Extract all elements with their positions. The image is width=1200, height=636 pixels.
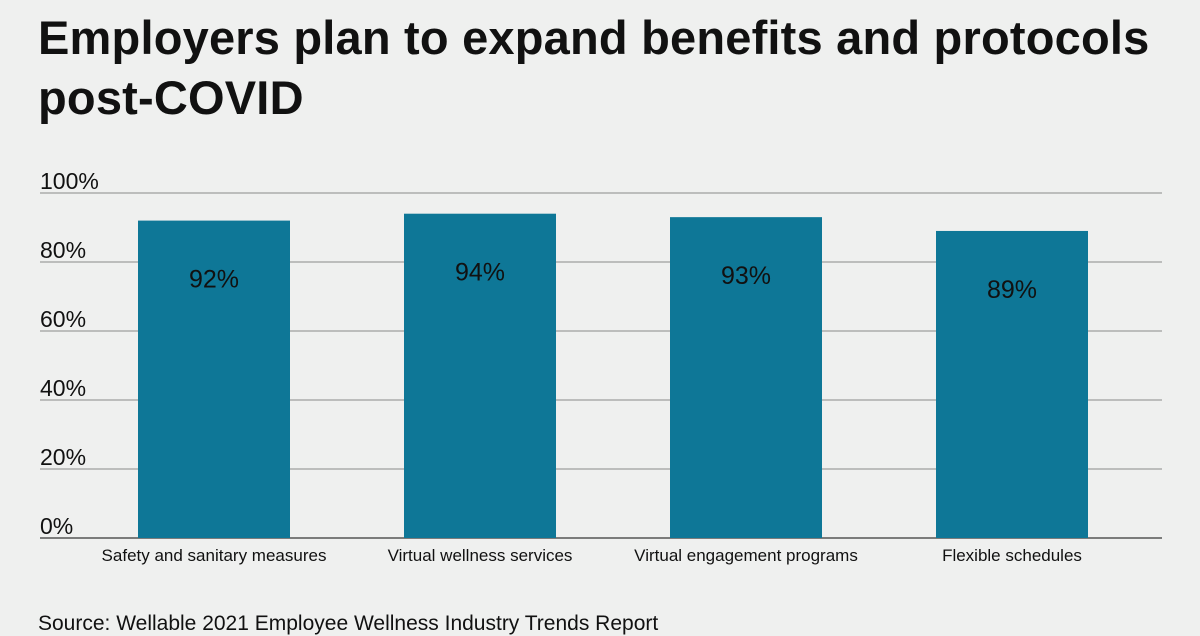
chart-title: Employers plan to expand benefits and pr…: [38, 11, 1150, 124]
y-tick-label: 40%: [40, 375, 86, 401]
bar-2: [404, 213, 556, 538]
category-label: Safety and sanitary measures: [102, 546, 327, 565]
data-label: 89%: [987, 276, 1037, 304]
bar-4: [936, 230, 1088, 538]
data-label: 94%: [455, 259, 505, 287]
bar-3: [670, 217, 822, 538]
y-tick-label: 80%: [40, 237, 86, 263]
data-label: 92%: [189, 266, 239, 294]
y-tick-label: 20%: [40, 444, 86, 470]
y-tick-label: 0%: [40, 513, 73, 539]
category-label: Flexible schedules: [942, 546, 1082, 565]
y-tick-label: 100%: [40, 168, 99, 194]
category-label: Virtual engagement programs: [634, 546, 858, 565]
bar-1: [138, 220, 290, 538]
source-note: Source: Wellable 2021 Employee Wellness …: [38, 612, 659, 635]
y-tick-label: 60%: [40, 306, 86, 332]
category-label: Virtual wellness services: [388, 546, 573, 565]
data-label: 93%: [721, 262, 771, 290]
